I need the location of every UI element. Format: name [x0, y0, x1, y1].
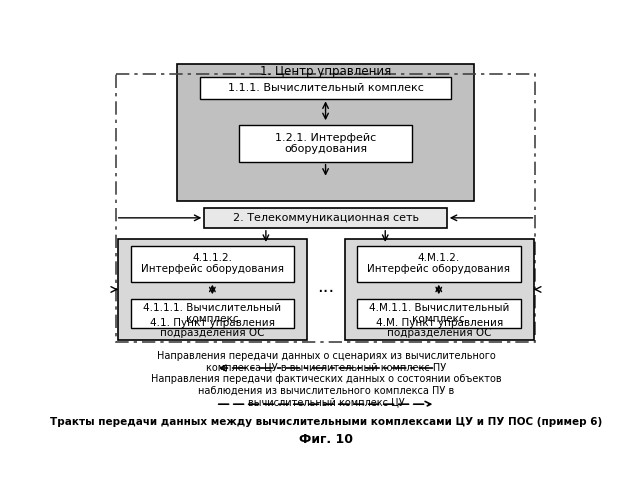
Text: 4.М.1.2.: 4.М.1.2. — [418, 253, 460, 263]
Bar — [204, 208, 447, 228]
Text: Фиг. 10: Фиг. 10 — [299, 432, 353, 446]
Bar — [131, 246, 294, 282]
Text: 1.1.1. Вычислительный комплекс: 1.1.1. Вычислительный комплекс — [228, 82, 424, 92]
Bar — [116, 74, 536, 342]
Text: 1. Центр управления: 1. Центр управления — [260, 65, 391, 78]
Bar — [200, 77, 451, 98]
Text: комплекс: комплекс — [186, 314, 238, 324]
Text: Направления передачи данных о сценариях из вычислительного
комплекса ЦУ в вычисл: Направления передачи данных о сценариях … — [156, 351, 495, 372]
Text: 1.2.1. Интерфейс: 1.2.1. Интерфейс — [275, 133, 376, 143]
Text: 4.1. Пункт управления: 4.1. Пункт управления — [150, 318, 275, 328]
Text: комплекс: комплекс — [412, 314, 465, 324]
Bar — [131, 298, 294, 328]
Text: Тракты передачи данных между вычислительными комплексами ЦУ и ПУ ПОС (пример 6): Тракты передачи данных между вычислитель… — [50, 418, 602, 428]
Text: подразделения ОС: подразделения ОС — [160, 328, 265, 338]
Text: 4.М.1.1. Вычислительный: 4.М.1.1. Вычислительный — [369, 303, 509, 313]
Text: 4.1.1.2.: 4.1.1.2. — [192, 253, 232, 263]
Bar — [239, 124, 412, 162]
Text: Интерфейс оборудования: Интерфейс оборудования — [367, 264, 510, 274]
Text: 4.1.1.1. Вычислительный: 4.1.1.1. Вычислительный — [143, 303, 282, 313]
Text: оборудования: оборудования — [284, 144, 367, 154]
Bar — [177, 64, 474, 201]
Text: подразделения ОС: подразделения ОС — [387, 328, 492, 338]
Text: Интерфейс оборудования: Интерфейс оборудования — [141, 264, 284, 274]
Text: ...: ... — [317, 278, 335, 296]
Bar — [357, 246, 521, 282]
Text: 4.М. Пункт управления: 4.М. Пункт управления — [376, 318, 503, 328]
Bar — [118, 238, 307, 340]
Text: 2. Телекоммуникационная сеть: 2. Телекоммуникационная сеть — [233, 213, 418, 223]
Bar — [345, 238, 534, 340]
Text: Направления передачи фактических данных о состоянии объектов
наблюдения из вычис: Направления передачи фактических данных … — [151, 374, 501, 408]
Bar — [357, 298, 521, 328]
